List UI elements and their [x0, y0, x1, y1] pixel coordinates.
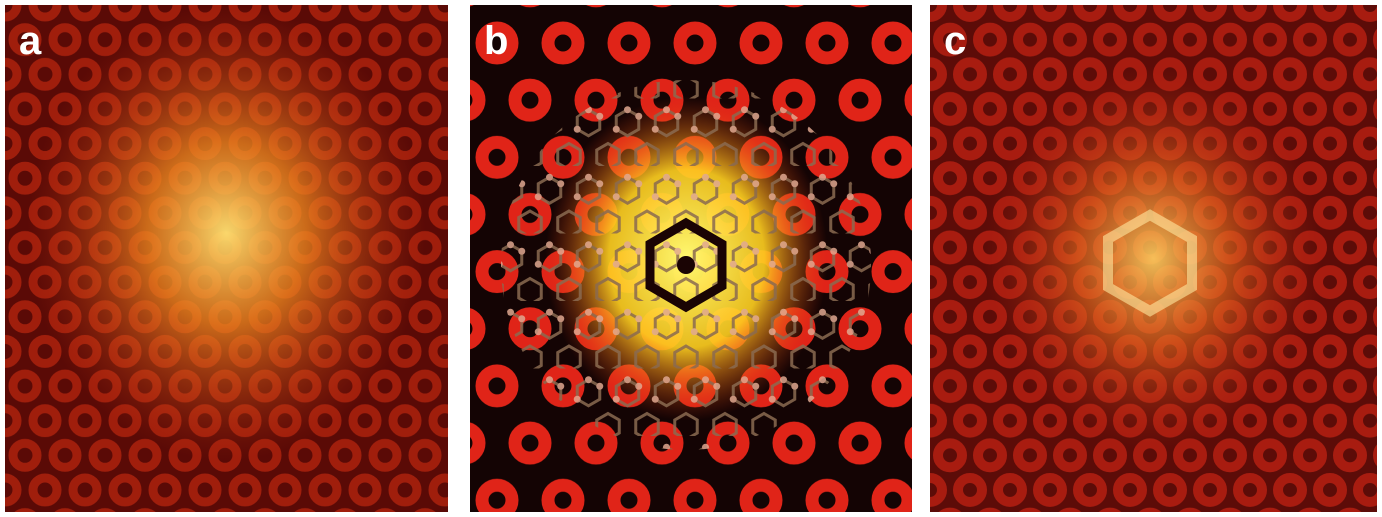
panel-label: a — [19, 21, 41, 61]
panel-label: b — [484, 21, 508, 61]
simulated-image — [470, 5, 912, 512]
stm-image — [930, 5, 1377, 512]
panel-b: b — [470, 5, 912, 512]
panel-label: c — [944, 21, 966, 61]
panel-a: a — [5, 5, 448, 512]
panel-c: c — [930, 5, 1377, 512]
stm-image — [5, 5, 448, 512]
figure: a — [0, 0, 1382, 517]
